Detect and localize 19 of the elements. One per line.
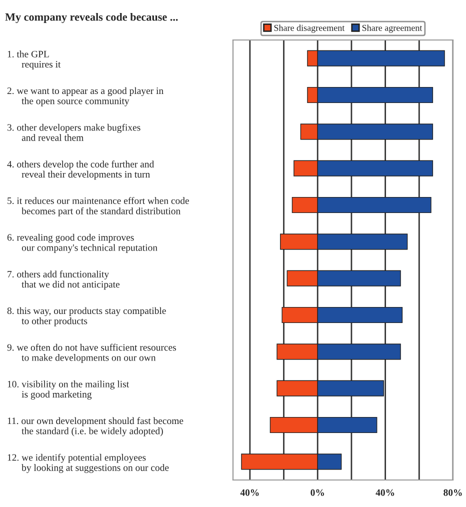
legend-label: Share disagreement	[274, 24, 345, 33]
x-tick-label: 40%	[240, 489, 259, 496]
y-tick-label: 12. we identify potential employees by looking at suggestions on our code	[8, 454, 169, 473]
x-tick-label: 40%	[376, 489, 394, 496]
text: My company reveals code because ...	[5, 12, 178, 24]
y-tick-label: 11. our own development should fast become the standard (i.e. be widely adopted)	[8, 417, 184, 436]
y-tick-label: 2. we want to appear as a good player in the open source community	[7, 87, 164, 106]
y-tick-label: 6. revealing good code improves our company's technical reputation	[7, 234, 158, 253]
y-tick-label: 5. it reduces our maintenance effort when code becomes part of the standard distribution	[8, 197, 189, 216]
y-tick-label: 9. we often do not have sufficient resources to make developments on our own	[7, 344, 176, 363]
x-tick-label: 80%	[444, 489, 462, 496]
y-tick-label: 7. others add functionality that we did not anticipate	[8, 270, 120, 290]
y-tick-label: 3. other developers make bugfixes and reveal them	[7, 124, 140, 141]
x-tick-label: 0%	[310, 489, 324, 496]
y-tick-label: 10. visibility on the mailing list is good marketing	[8, 380, 130, 400]
y-tick-label: 4. others develop the code further and reveal their developments in turn	[7, 160, 154, 180]
y-tick-label: 1. the GPL requires it	[8, 50, 61, 70]
legend-label: Share agreement	[362, 24, 422, 33]
y-tick-label: 8. this way, our products stay compatible to other products	[7, 307, 166, 326]
